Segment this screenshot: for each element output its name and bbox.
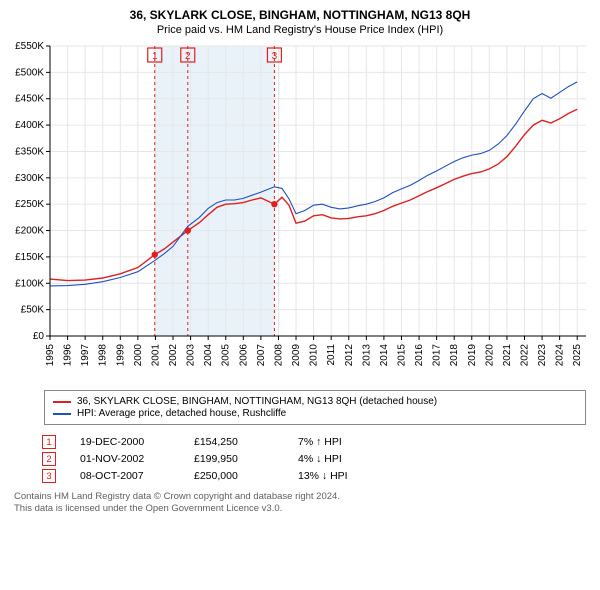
sale-date: 01-NOV-2002 <box>80 453 170 465</box>
y-tick-label: £200K <box>15 226 44 237</box>
y-tick-label: £0 <box>33 331 45 342</box>
x-tick-label: 2015 <box>396 344 407 367</box>
x-tick-label: 2004 <box>203 344 214 367</box>
legend-item: 36, SKYLARK CLOSE, BINGHAM, NOTTINGHAM, … <box>53 396 577 407</box>
sale-row: 2 01-NOV-2002 £199,950 4% ↓ HPI <box>42 452 586 466</box>
sale-point <box>271 201 277 207</box>
sale-row: 3 08-OCT-2007 £250,000 13% ↓ HPI <box>42 469 586 483</box>
x-tick-label: 2022 <box>519 344 530 367</box>
x-tick-label: 1999 <box>115 344 126 367</box>
legend-label: HPI: Average price, detached house, Rush… <box>77 408 286 419</box>
x-tick-label: 2003 <box>186 344 197 367</box>
y-tick-label: £500K <box>15 67 44 78</box>
y-tick-label: £300K <box>15 173 44 184</box>
y-tick-label: £450K <box>15 94 44 105</box>
x-tick-label: 1995 <box>45 344 56 367</box>
legend-item: HPI: Average price, detached house, Rush… <box>53 408 577 419</box>
y-tick-label: £100K <box>15 278 44 289</box>
sale-point <box>185 227 191 233</box>
sale-price: £154,250 <box>194 436 274 448</box>
sale-marker-num: 3 <box>272 51 278 62</box>
sale-date: 19-DEC-2000 <box>80 436 170 448</box>
chart-subtitle: Price paid vs. HM Land Registry's House … <box>8 24 592 36</box>
x-tick-label: 2023 <box>537 344 548 367</box>
x-tick-label: 2011 <box>326 344 337 366</box>
sales-table: 1 19-DEC-2000 £154,250 7% ↑ HPI 2 01-NOV-2002… <box>42 435 586 483</box>
legend-swatch <box>53 413 71 415</box>
y-tick-label: £50K <box>21 305 45 316</box>
y-tick-label: £150K <box>15 252 44 263</box>
x-tick-label: 2018 <box>449 344 460 367</box>
chart-title: 36, SKYLARK CLOSE, BINGHAM, NOTTINGHAM, … <box>8 8 592 22</box>
y-tick-label: £400K <box>15 120 44 131</box>
sale-date: 08-OCT-2007 <box>80 470 170 482</box>
sale-row-marker: 2 <box>42 452 56 466</box>
x-tick-label: 2008 <box>273 344 284 367</box>
x-tick-label: 1998 <box>98 344 109 367</box>
x-tick-label: 2010 <box>309 344 320 367</box>
x-tick-label: 2020 <box>484 344 495 367</box>
sale-row-marker: 1 <box>42 435 56 449</box>
sale-hpi-delta: 7% ↑ HPI <box>298 436 342 448</box>
legend: 36, SKYLARK CLOSE, BINGHAM, NOTTINGHAM, … <box>44 390 586 425</box>
footer-line-1: Contains HM Land Registry data © Crown c… <box>14 491 586 503</box>
x-tick-label: 1997 <box>80 344 91 367</box>
x-tick-label: 2009 <box>291 344 302 367</box>
y-tick-label: £350K <box>15 146 44 157</box>
sale-marker-num: 1 <box>152 51 158 62</box>
x-tick-label: 2017 <box>432 344 443 367</box>
x-tick-label: 2021 <box>502 344 513 367</box>
x-tick-label: 2005 <box>221 344 232 367</box>
sale-price: £250,000 <box>194 470 274 482</box>
sale-point <box>152 251 158 257</box>
footer-attribution: Contains HM Land Registry data © Crown c… <box>14 491 586 516</box>
footer-line-2: This data is licensed under the Open Gov… <box>14 503 586 515</box>
x-tick-label: 2019 <box>467 344 478 367</box>
x-tick-label: 2000 <box>133 344 144 367</box>
x-tick-label: 2006 <box>238 344 249 367</box>
sale-price: £199,950 <box>194 453 274 465</box>
x-tick-label: 2012 <box>344 344 355 367</box>
x-tick-label: 2025 <box>572 344 583 367</box>
sale-marker-num: 2 <box>185 51 191 62</box>
legend-label: 36, SKYLARK CLOSE, BINGHAM, NOTTINGHAM, … <box>77 396 437 407</box>
legend-swatch <box>53 401 71 403</box>
x-tick-label: 2001 <box>150 344 161 367</box>
x-tick-label: 2007 <box>256 344 267 367</box>
sale-row: 1 19-DEC-2000 £154,250 7% ↑ HPI <box>42 435 586 449</box>
x-tick-label: 2014 <box>379 344 390 367</box>
x-tick-label: 1996 <box>63 344 74 367</box>
x-tick-label: 2016 <box>414 344 425 367</box>
sale-row-marker: 3 <box>42 469 56 483</box>
y-tick-label: £250K <box>15 199 44 210</box>
y-tick-label: £550K <box>15 41 44 52</box>
line-chart: £0 £50K £100K £150K £200K £250K £300K £350K £400… <box>8 40 592 380</box>
x-tick-label: 2013 <box>361 344 372 367</box>
x-tick-label: 2002 <box>168 344 179 367</box>
chart-area: £0 £50K £100K £150K £200K £250K £300K £350K £400… <box>8 40 592 380</box>
sale-hpi-delta: 13% ↓ HPI <box>298 470 348 482</box>
x-tick-label: 2024 <box>555 344 566 367</box>
sale-hpi-delta: 4% ↓ HPI <box>298 453 342 465</box>
